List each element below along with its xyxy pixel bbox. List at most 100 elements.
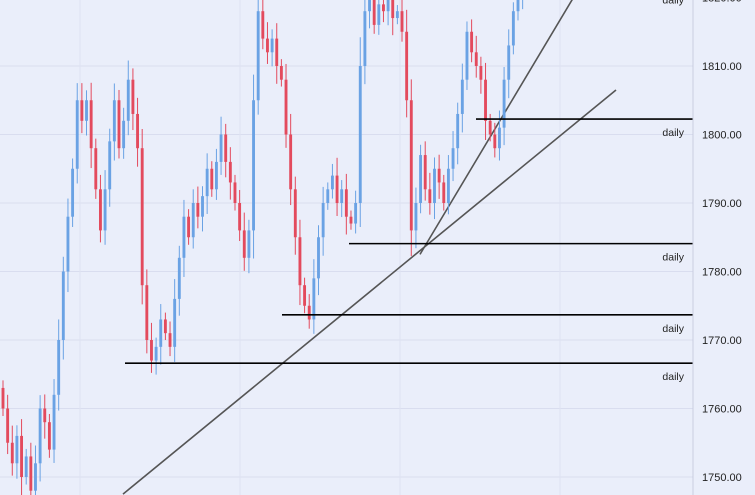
candle-body xyxy=(460,79,464,114)
candle-body xyxy=(428,189,432,203)
candle-body xyxy=(303,285,307,306)
candle-body xyxy=(372,0,376,25)
candle-body xyxy=(173,298,177,347)
candle-body xyxy=(24,456,28,477)
candle-body xyxy=(154,346,158,361)
candle-body xyxy=(1,387,5,409)
candle-body xyxy=(340,189,344,203)
candle-body xyxy=(201,196,204,217)
candle-body xyxy=(344,189,348,217)
candle-body xyxy=(219,134,223,162)
candle-body xyxy=(61,271,65,340)
candle-body xyxy=(386,0,390,12)
candle-body xyxy=(238,203,242,231)
candle-body xyxy=(307,305,311,320)
candle-body xyxy=(446,168,450,203)
candle-body xyxy=(321,203,325,238)
candle-body xyxy=(214,161,218,190)
candle-body xyxy=(391,0,395,19)
candle-body xyxy=(400,11,404,32)
candle-body xyxy=(511,11,515,46)
candle-body xyxy=(354,203,358,224)
candle-body xyxy=(71,168,75,217)
candle-body xyxy=(10,442,14,464)
candle-body xyxy=(284,79,288,135)
candle-body xyxy=(409,100,413,231)
candle-body xyxy=(414,203,418,231)
y-tick-label: 1770.00 xyxy=(702,335,742,347)
candle-body xyxy=(363,11,367,66)
candle-body xyxy=(187,216,191,238)
candle-body xyxy=(326,189,330,203)
candle-body xyxy=(349,216,353,224)
candle-body xyxy=(423,155,427,190)
candle-body xyxy=(405,31,409,101)
y-tick-label: 1810.00 xyxy=(702,61,742,73)
candle-body xyxy=(163,319,167,334)
candle-body xyxy=(177,257,181,299)
candle-body xyxy=(474,52,478,66)
trendline xyxy=(419,0,573,255)
candle-body xyxy=(196,203,200,217)
candle-body xyxy=(108,141,112,190)
candle-body xyxy=(516,0,520,12)
candle-body xyxy=(484,79,487,121)
candle-body xyxy=(94,148,98,190)
candle-body xyxy=(289,134,293,190)
candle-body xyxy=(52,394,56,450)
candle-body xyxy=(126,79,130,121)
candle-body xyxy=(382,4,385,12)
candlesticks xyxy=(1,0,524,495)
level-tag: daily xyxy=(662,0,684,7)
candle-body xyxy=(465,31,469,80)
candle-body xyxy=(80,100,84,121)
candle-body xyxy=(242,230,246,258)
candle-body xyxy=(210,168,214,190)
level-tag: daily xyxy=(662,252,684,264)
level-tag: daily xyxy=(662,371,684,383)
candle-body xyxy=(456,113,460,149)
candle-body xyxy=(261,11,265,39)
candle-body xyxy=(433,168,436,203)
candle-body xyxy=(89,100,93,149)
candle-body xyxy=(205,168,209,197)
candle-body xyxy=(85,100,88,121)
y-tick-label: 1820.00 xyxy=(702,0,742,5)
candle-body xyxy=(335,175,339,203)
candle-body xyxy=(275,38,279,66)
candle-body xyxy=(117,100,121,149)
candle-body xyxy=(317,237,320,279)
axis-background xyxy=(693,0,755,495)
candle-body xyxy=(451,148,455,169)
candle-body xyxy=(358,66,362,203)
candle-body xyxy=(145,285,149,340)
candle-body xyxy=(395,11,399,19)
candle-body xyxy=(182,216,186,258)
candle-body xyxy=(498,127,501,149)
candle-body xyxy=(66,216,70,272)
trendlines xyxy=(122,0,617,495)
candle-body xyxy=(488,120,492,135)
candle-body xyxy=(29,456,33,491)
candle-body xyxy=(493,134,497,149)
candle-body xyxy=(224,134,228,162)
candle-body xyxy=(47,422,51,450)
candle-body xyxy=(419,155,423,203)
candle-body xyxy=(233,182,237,203)
y-tick-label: 1760.00 xyxy=(702,404,742,416)
trendline xyxy=(122,89,617,495)
candle-body xyxy=(140,148,144,286)
candle-body xyxy=(57,340,61,395)
candle-body xyxy=(150,340,153,361)
candle-body xyxy=(507,45,511,80)
candle-body xyxy=(247,230,251,258)
candle-body xyxy=(122,120,126,149)
candle-body xyxy=(75,100,79,169)
candle-body xyxy=(368,0,371,12)
candle-body xyxy=(502,79,506,128)
y-tick-label: 1800.00 xyxy=(702,130,742,142)
candle-body xyxy=(293,189,297,238)
candle-body xyxy=(252,100,255,231)
candle-body xyxy=(159,319,163,347)
